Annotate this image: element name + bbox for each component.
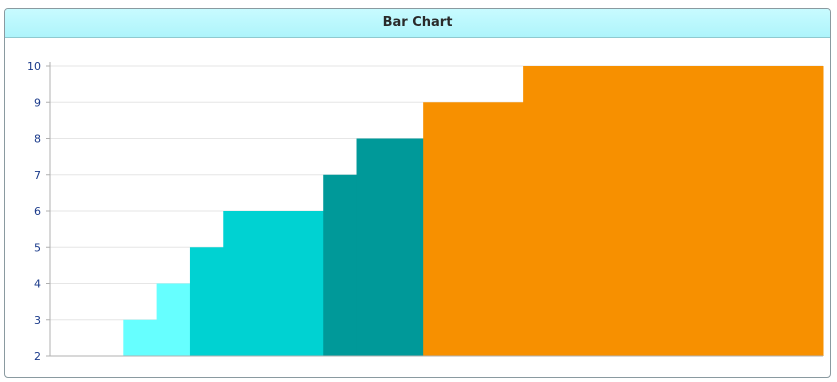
- panel-title: Bar Chart: [5, 9, 830, 38]
- bar-4[interactable]: [156, 283, 191, 357]
- y-tick-label: 5: [34, 241, 41, 254]
- y-tick-label: 10: [27, 60, 41, 73]
- y-tick-label: 2: [34, 350, 41, 363]
- bar-5[interactable]: [189, 247, 224, 356]
- chart-panel: Bar Chart 2 3 4 5 6 7 8 9 10: [4, 8, 831, 378]
- bar-9[interactable]: [423, 102, 524, 356]
- y-tick-label: 8: [34, 133, 41, 146]
- y-tick-label: 4: [34, 278, 41, 291]
- bar-6[interactable]: [223, 211, 324, 356]
- bar-8[interactable]: [356, 138, 424, 357]
- axis-layer: 2 3 4 5 6 7 8 9 10: [27, 60, 823, 363]
- bar-chart: 2 3 4 5 6 7 8 9 10: [27, 60, 824, 363]
- y-tick-label: 3: [34, 314, 41, 327]
- bar-3[interactable]: [123, 319, 158, 356]
- bar-10[interactable]: [523, 66, 824, 356]
- bar-layer: [123, 66, 824, 357]
- y-tick-label: 9: [34, 96, 41, 109]
- bar-7[interactable]: [323, 174, 358, 356]
- y-tick-label: 6: [34, 205, 41, 218]
- y-tick-label: 7: [34, 169, 41, 182]
- chart-area: 2 3 4 5 6 7 8 9 10: [5, 38, 830, 377]
